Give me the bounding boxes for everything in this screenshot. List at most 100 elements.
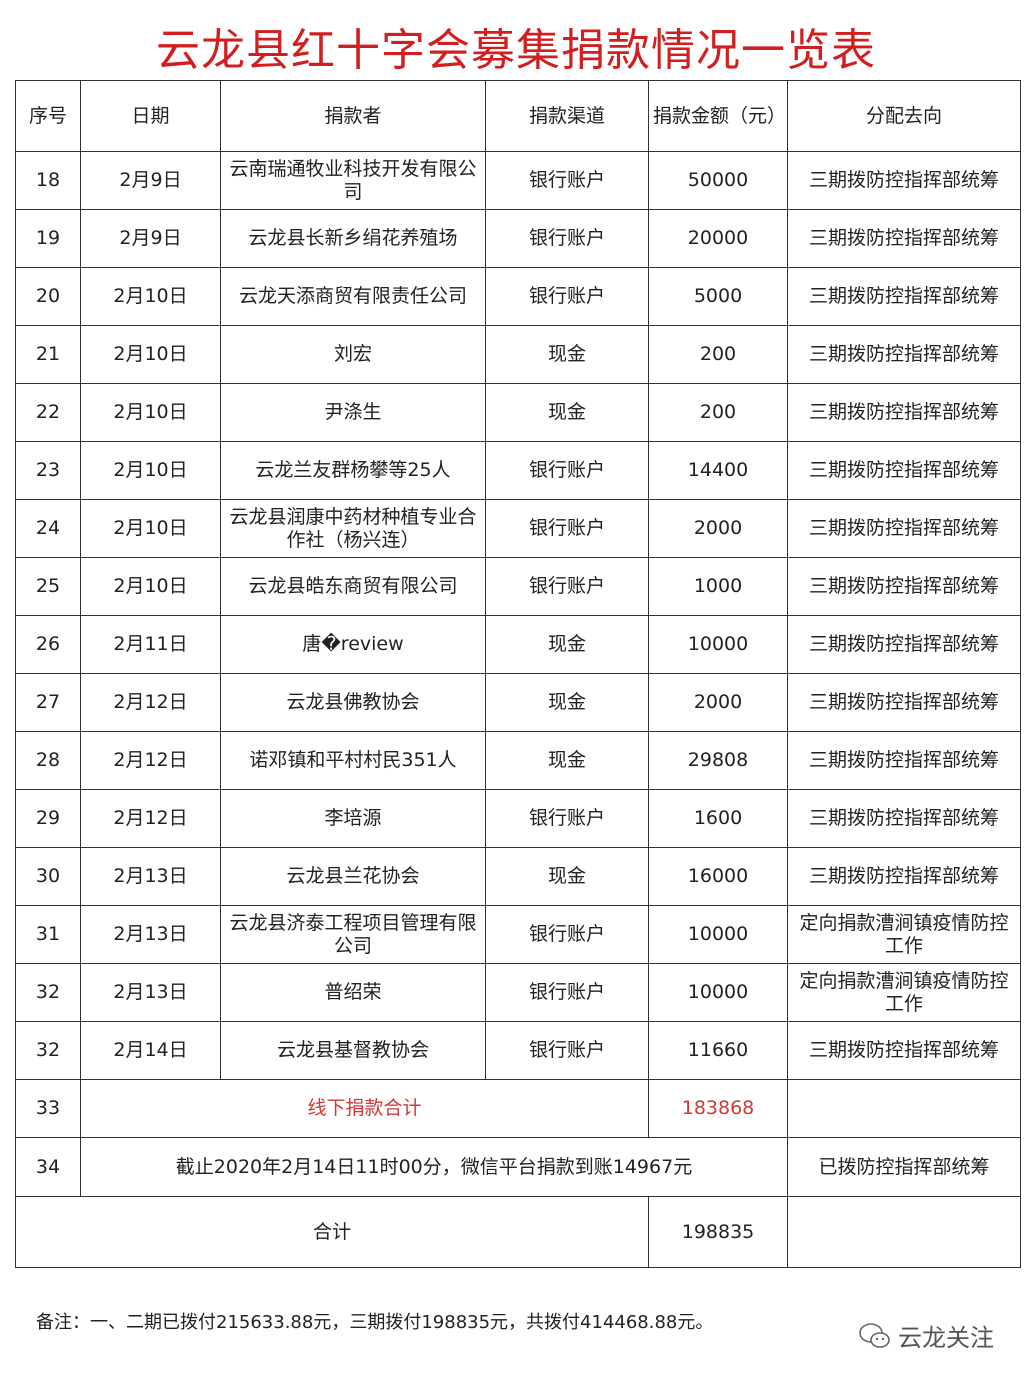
cell-no: 23 bbox=[15, 441, 81, 500]
cell-no: 28 bbox=[15, 731, 81, 790]
cell-no: 20 bbox=[15, 267, 81, 326]
cell-date: 2月10日 bbox=[80, 557, 221, 616]
table-row: 30 2月13日 云龙县兰花协会 现金 16000 三期拨防控指挥部统筹 bbox=[15, 847, 1021, 906]
cell-no: 19 bbox=[15, 209, 81, 268]
table-row: 22 2月10日 尹涤生 现金 200 三期拨防控指挥部统筹 bbox=[15, 383, 1021, 442]
header-destination: 分配去向 bbox=[787, 80, 1021, 152]
table-row: 27 2月12日 云龙县佛教协会 现金 2000 三期拨防控指挥部统筹 bbox=[15, 673, 1021, 732]
cell-donor: 刘宏 bbox=[220, 325, 486, 384]
cell-donor: 云龙县润康中药材种植专业合作社（杨兴连） bbox=[220, 499, 486, 558]
watermark: 云龙关注 bbox=[858, 1318, 994, 1353]
cell-destination: 三期拨防控指挥部统筹 bbox=[787, 673, 1021, 732]
cell-date: 2月12日 bbox=[80, 789, 221, 848]
cell-channel: 银行账户 bbox=[485, 1021, 649, 1080]
cell-no: 29 bbox=[15, 789, 81, 848]
cell-destination: 三期拨防控指挥部统筹 bbox=[787, 441, 1021, 500]
cell-no: 33 bbox=[15, 1079, 81, 1138]
table-row: 29 2月12日 李培源 银行账户 1600 三期拨防控指挥部统筹 bbox=[15, 789, 1021, 848]
cell-channel: 银行账户 bbox=[485, 267, 649, 326]
cell-no: 25 bbox=[15, 557, 81, 616]
cell-date: 2月12日 bbox=[80, 731, 221, 790]
table-header-row: 序号 日期 捐款者 捐款渠道 捐款金额（元） 分配去向 bbox=[15, 80, 1021, 152]
total-label: 合计 bbox=[15, 1196, 649, 1268]
cell-channel: 银行账户 bbox=[485, 441, 649, 500]
offline-sum-amount: 183868 bbox=[648, 1079, 788, 1138]
total-row: 合计 198835 bbox=[15, 1196, 1021, 1268]
cell-donor: 云龙县长新乡绢花养殖场 bbox=[220, 209, 486, 268]
table-row: 19 2月9日 云龙县长新乡绢花养殖场 银行账户 20000 三期拨防控指挥部统筹 bbox=[15, 209, 1021, 268]
header-channel: 捐款渠道 bbox=[485, 80, 649, 152]
cell-date: 2月10日 bbox=[80, 499, 221, 558]
cell-no: 34 bbox=[15, 1137, 81, 1197]
cell-channel: 银行账户 bbox=[485, 557, 649, 616]
cell-channel: 现金 bbox=[485, 673, 649, 732]
cell-amount: 20000 bbox=[648, 209, 788, 268]
cell-destination: 三期拨防控指挥部统筹 bbox=[787, 615, 1021, 674]
cell-donor: 云龙县济泰工程项目管理有限公司 bbox=[220, 905, 486, 964]
cell-date: 2月10日 bbox=[80, 267, 221, 326]
cell-date: 2月10日 bbox=[80, 325, 221, 384]
cell-channel: 银行账户 bbox=[485, 209, 649, 268]
cell-donor: 云龙兰友群杨攀等25人 bbox=[220, 441, 486, 500]
cell-no: 30 bbox=[15, 847, 81, 906]
cell-date: 2月14日 bbox=[80, 1021, 221, 1080]
cell-destination: 三期拨防控指挥部统筹 bbox=[787, 789, 1021, 848]
cell-donor: 诺邓镇和平村村民351人 bbox=[220, 731, 486, 790]
cell-date: 2月9日 bbox=[80, 209, 221, 268]
cell-donor: 云龙县佛教协会 bbox=[220, 673, 486, 732]
cell-amount: 29808 bbox=[648, 731, 788, 790]
cell-date: 2月9日 bbox=[80, 151, 221, 210]
cell-date: 2月10日 bbox=[80, 383, 221, 442]
cell-no: 32 bbox=[15, 963, 81, 1022]
cell-no: 31 bbox=[15, 905, 81, 964]
cell-destination: 三期拨防控指挥部统筹 bbox=[787, 499, 1021, 558]
cell-channel: 银行账户 bbox=[485, 499, 649, 558]
cell-date: 2月11日 bbox=[80, 615, 221, 674]
cell-date: 2月10日 bbox=[80, 441, 221, 500]
cell-amount: 10000 bbox=[648, 615, 788, 674]
header-donor: 捐款者 bbox=[220, 80, 486, 152]
total-amount: 198835 bbox=[648, 1196, 788, 1268]
cell-date: 2月13日 bbox=[80, 963, 221, 1022]
table-row: 25 2月10日 云龙县皓东商贸有限公司 银行账户 1000 三期拨防控指挥部统筹 bbox=[15, 557, 1021, 616]
cell-amount: 14400 bbox=[648, 441, 788, 500]
table-row: 24 2月10日 云龙县润康中药材种植专业合作社（杨兴连） 银行账户 2000 三期拨防控… bbox=[15, 499, 1021, 558]
cell-no: 21 bbox=[15, 325, 81, 384]
table-row: 20 2月10日 云龙天添商贸有限责任公司 银行账户 5000 三期拨防控指挥部统筹 bbox=[15, 267, 1021, 326]
cell-destination: 三期拨防控指挥部统筹 bbox=[787, 731, 1021, 790]
cell-amount: 16000 bbox=[648, 847, 788, 906]
cell-amount: 50000 bbox=[648, 151, 788, 210]
cell-amount: 10000 bbox=[648, 905, 788, 964]
table-row: 21 2月10日 刘宏 现金 200 三期拨防控指挥部统筹 bbox=[15, 325, 1021, 384]
cell-amount: 200 bbox=[648, 325, 788, 384]
cell-channel: 现金 bbox=[485, 383, 649, 442]
cell-channel: 银行账户 bbox=[485, 151, 649, 210]
cell-donor: 云龙县基督教协会 bbox=[220, 1021, 486, 1080]
cell-no: 27 bbox=[15, 673, 81, 732]
cell-channel: 现金 bbox=[485, 325, 649, 384]
cell-channel: 现金 bbox=[485, 731, 649, 790]
cell-amount: 200 bbox=[648, 383, 788, 442]
table-row: 26 2月11日 唐�review 现金 10000 三期拨防控指挥部统筹 bbox=[15, 615, 1021, 674]
cell-channel: 银行账户 bbox=[485, 963, 649, 1022]
cell-donor: 尹涤生 bbox=[220, 383, 486, 442]
table-row: 31 2月13日 云龙县济泰工程项目管理有限公司 银行账户 10000 定向捐款漕涧镇疫情… bbox=[15, 905, 1021, 964]
cell-destination: 三期拨防控指挥部统筹 bbox=[787, 1021, 1021, 1080]
table-row: 18 2月9日 云南瑞通牧业科技开发有限公司 银行账户 50000 三期拨防控指挥部统筹 bbox=[15, 151, 1021, 210]
cell-no: 32 bbox=[15, 1021, 81, 1080]
wechat-destination: 已拨防控指挥部统筹 bbox=[787, 1137, 1021, 1197]
table-row: 32 2月14日 云龙县基督教协会 银行账户 11660 三期拨防控指挥部统筹 bbox=[15, 1021, 1021, 1080]
watermark-text: 云龙关注 bbox=[898, 1324, 994, 1352]
table-row: 23 2月10日 云龙兰友群杨攀等25人 银行账户 14400 三期拨防控指挥部统筹 bbox=[15, 441, 1021, 500]
donation-table: 序号 日期 捐款者 捐款渠道 捐款金额（元） 分配去向 18 2月9日 云南瑞通牧业… bbox=[15, 80, 1021, 1268]
cell-amount: 11660 bbox=[648, 1021, 788, 1080]
cell-donor: 云龙天添商贸有限责任公司 bbox=[220, 267, 486, 326]
wechat-row: 34 截止2020年2月14日11时00分，微信平台捐款到账14967元 已拨防控指… bbox=[15, 1137, 1021, 1197]
cell-destination: 定向捐款漕涧镇疫情防控工作 bbox=[787, 905, 1021, 964]
cell-donor: 云龙县兰花协会 bbox=[220, 847, 486, 906]
cell-amount: 10000 bbox=[648, 963, 788, 1022]
cell-channel: 银行账户 bbox=[485, 905, 649, 964]
cell-channel: 银行账户 bbox=[485, 789, 649, 848]
footnote: 备注：一、二期已拨付215633.88元，三期拨付198835元，共拨付4144… bbox=[36, 1312, 714, 1333]
wechat-icon bbox=[859, 1322, 890, 1348]
